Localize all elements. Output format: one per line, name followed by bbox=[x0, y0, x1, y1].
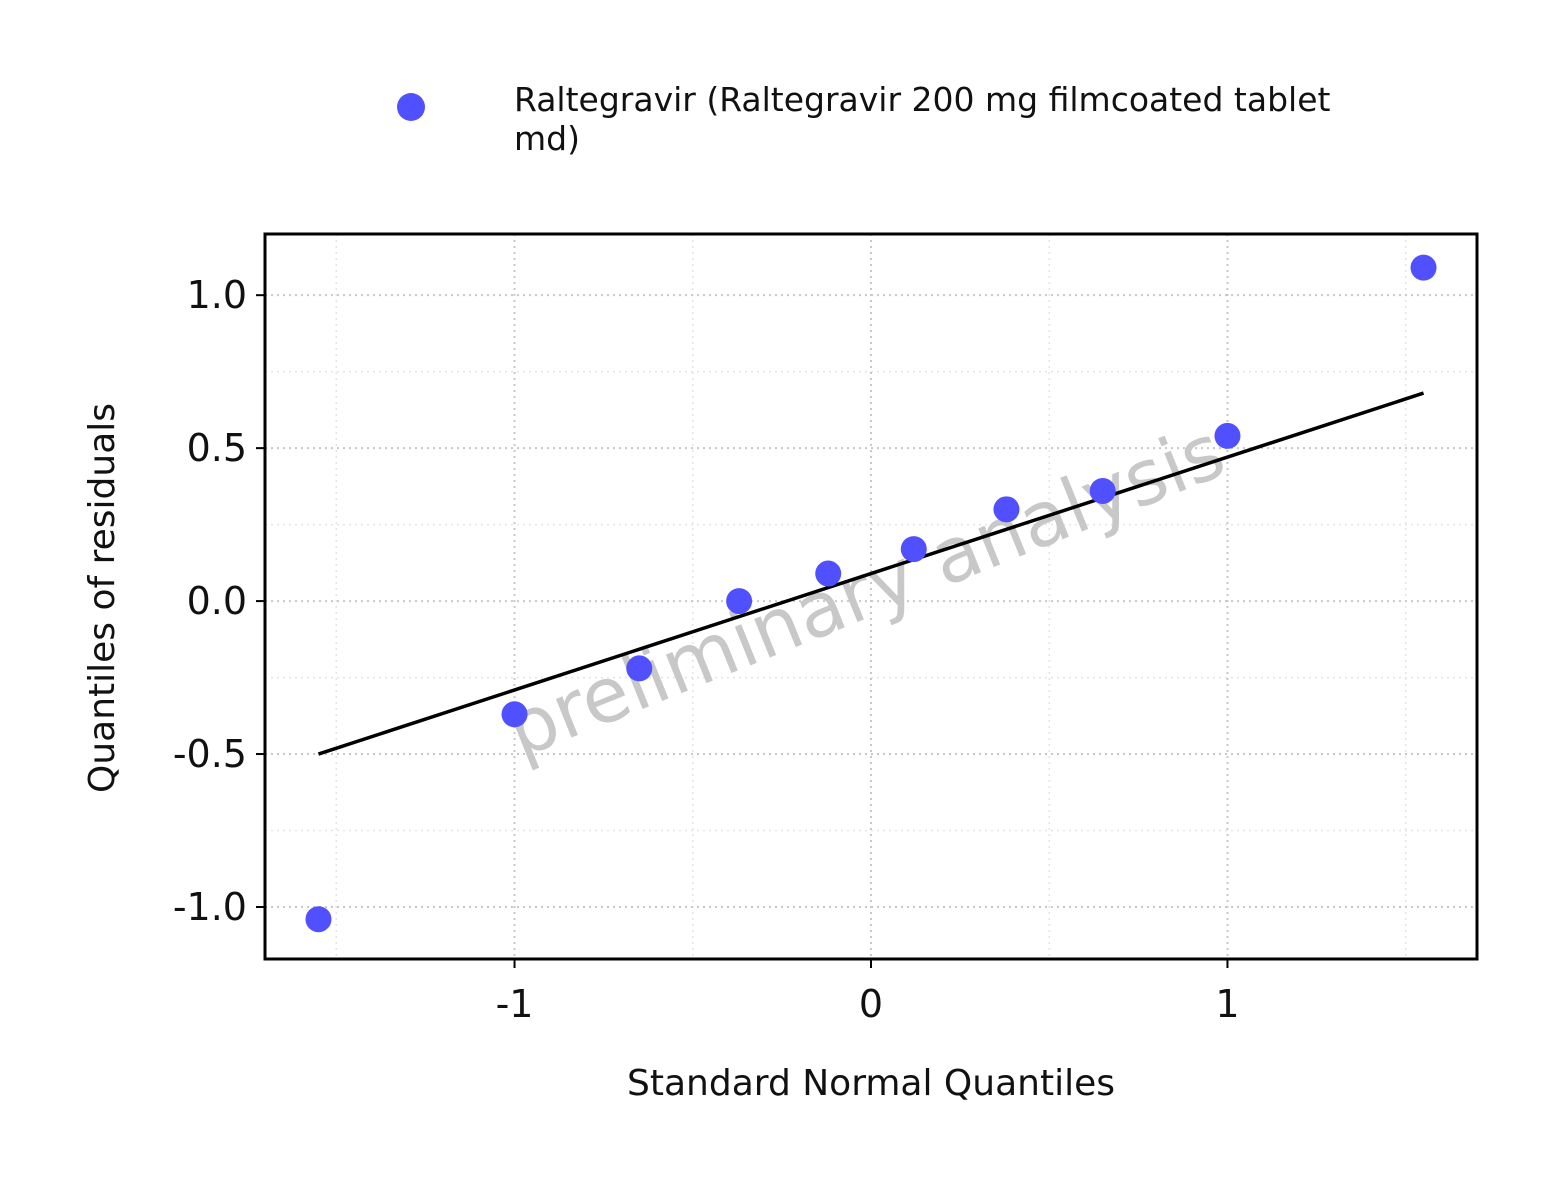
x-tick-label: -1 bbox=[496, 982, 534, 1026]
data-point bbox=[626, 655, 653, 682]
x-tick-label: 0 bbox=[859, 982, 883, 1026]
data-point bbox=[1410, 254, 1437, 281]
data-point bbox=[815, 560, 842, 587]
data-point bbox=[900, 536, 927, 563]
data-point bbox=[501, 701, 528, 728]
x-tick-label: 1 bbox=[1215, 982, 1239, 1026]
watermark: preliminary analysis bbox=[494, 406, 1236, 775]
legend-label-line1: Raltegravir (Raltegravir 200 mg filmcoat… bbox=[514, 80, 1331, 119]
y-tick-label: 0.0 bbox=[187, 579, 247, 623]
y-tick-label: -0.5 bbox=[173, 732, 247, 776]
legend-label-line2: md) bbox=[514, 119, 580, 158]
data-point bbox=[726, 588, 753, 615]
data-point bbox=[993, 496, 1020, 523]
y-tick-label: 0.5 bbox=[187, 426, 247, 470]
y-tick-label: -1.0 bbox=[173, 885, 247, 929]
y-axis-ticks: 1.0 0.5 0.0 -0.5 -1.0 bbox=[173, 273, 265, 929]
data-point bbox=[305, 906, 332, 933]
legend: Raltegravir (Raltegravir 200 mg filmcoat… bbox=[397, 80, 1331, 158]
y-axis-title: Quantiles of residuals bbox=[82, 403, 123, 793]
data-point bbox=[1089, 477, 1116, 504]
major-gridlines bbox=[265, 234, 1477, 959]
x-axis-title: Standard Normal Quantiles bbox=[627, 1063, 1115, 1104]
x-axis-ticks: -1 0 1 bbox=[496, 959, 1240, 1026]
y-tick-label: 1.0 bbox=[187, 273, 247, 317]
data-points bbox=[305, 254, 1437, 933]
legend-marker bbox=[397, 93, 425, 121]
data-point bbox=[1214, 422, 1241, 449]
minor-gridlines bbox=[265, 234, 1477, 959]
reference-line bbox=[317, 391, 1425, 756]
